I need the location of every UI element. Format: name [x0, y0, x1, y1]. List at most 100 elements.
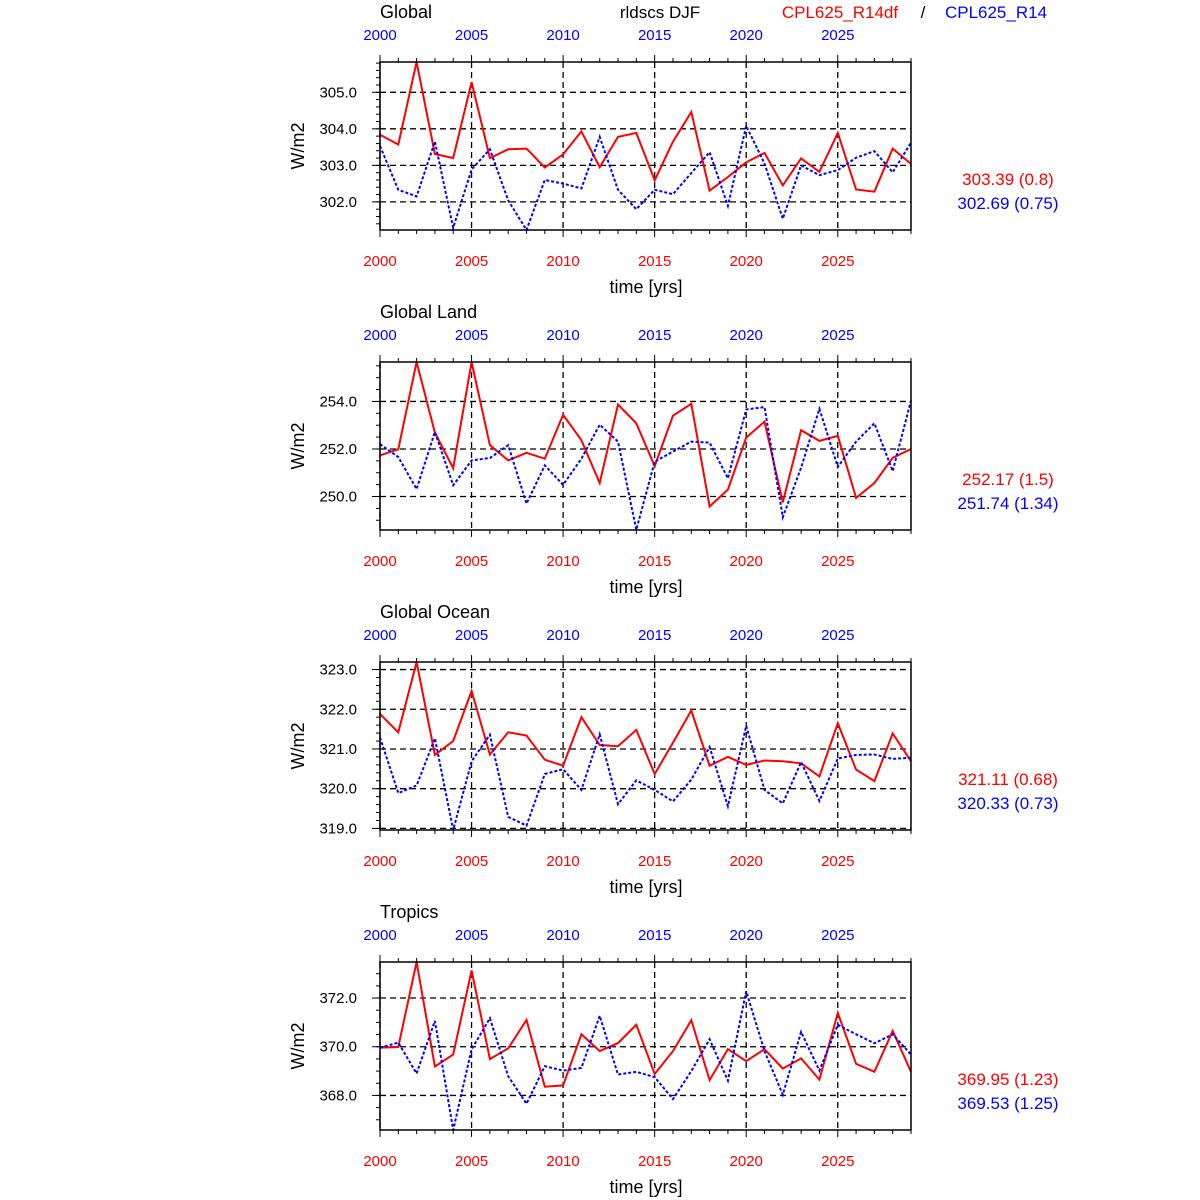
x-tick-label-bottom: 2015: [638, 553, 671, 570]
panel-3: Tropics 368.0 370.0 372.0 2000 2000 2005 2005 20…: [288, 902, 1059, 1197]
x-tick-label-top: 2020: [730, 327, 763, 344]
stat-series-2: 302.69 (0.75): [957, 194, 1058, 213]
x-tick-label-top: 2015: [638, 27, 671, 44]
x-tick-label-bottom: 2015: [638, 1153, 671, 1170]
stat-series-1: 303.39 (0.8): [962, 170, 1054, 189]
x-tick-label-bottom: 2010: [546, 1153, 579, 1170]
y-tick-label: 302.0: [319, 194, 357, 211]
y-tick-label: 370.0: [319, 1039, 357, 1056]
plot-frame: [379, 961, 912, 1131]
y-axis-label: W/m2: [288, 123, 308, 170]
series-line-CPL625_R14: [379, 725, 912, 831]
y-tick-label: 322.0: [319, 701, 357, 718]
panel-1: Global Land 250.0 252.0 254.0 2000 2000 2005 20…: [288, 302, 1059, 597]
panel-2: Global Ocean 319.0 320.0 321.0 322.0 323.0 200…: [288, 602, 1059, 897]
x-axis-label: time [yrs]: [609, 1177, 682, 1197]
x-tick-label-top: 2025: [821, 327, 854, 344]
y-tick-label: 252.0: [319, 441, 357, 458]
x-tick-label-bottom: 2000: [363, 253, 396, 270]
x-tick-label-bottom: 2025: [821, 553, 854, 570]
x-tick-label-bottom: 2025: [821, 1153, 854, 1170]
x-tick-label-bottom: 2020: [730, 253, 763, 270]
stat-series-2: 251.74 (1.34): [957, 494, 1058, 513]
x-tick-label-bottom: 2025: [821, 853, 854, 870]
series-line-CPL625_R14df: [379, 361, 912, 509]
x-tick-label-top: 2025: [821, 27, 854, 44]
stat-series-1: 321.11 (0.68): [958, 770, 1058, 789]
legend-separator: /: [921, 3, 926, 22]
series-line-CPL625_R14df: [379, 961, 912, 1088]
y-tick-label: 320.0: [319, 781, 357, 798]
x-tick-label-bottom: 2005: [455, 853, 488, 870]
x-tick-label-top: 2005: [455, 27, 488, 44]
x-tick-label-bottom: 2020: [730, 1153, 763, 1170]
plot-frame: [379, 661, 912, 831]
y-axis-label: W/m2: [288, 1023, 308, 1070]
x-tick-label-bottom: 2005: [455, 253, 488, 270]
series-line-CPL625_R14df: [379, 61, 912, 193]
plot-frame: [379, 361, 912, 531]
x-tick-label-bottom: 2010: [546, 553, 579, 570]
x-tick-label-bottom: 2020: [730, 853, 763, 870]
legend-series-2: CPL625_R14: [945, 3, 1047, 22]
panel-title: Global Ocean: [380, 602, 490, 622]
panel-title: Global Land: [380, 302, 477, 322]
panel-title: Tropics: [380, 902, 438, 922]
x-tick-label-bottom: 2000: [363, 853, 396, 870]
x-tick-label-top: 2020: [730, 27, 763, 44]
x-tick-label-top: 2000: [363, 627, 396, 644]
x-tick-label-bottom: 2000: [363, 1153, 396, 1170]
y-tick-label: 250.0: [319, 488, 357, 505]
y-tick-label: 304.0: [319, 121, 357, 138]
stat-series-2: 320.33 (0.73): [957, 794, 1058, 813]
stat-series-2: 369.53 (1.25): [957, 1094, 1058, 1113]
x-tick-label-top: 2010: [546, 27, 579, 44]
panel-title: Global: [380, 2, 432, 22]
y-tick-label: 321.0: [319, 741, 357, 758]
x-tick-label-top: 2000: [363, 27, 396, 44]
series-line-CPL625_R14df: [379, 661, 912, 783]
x-tick-label-top: 2025: [821, 927, 854, 944]
y-tick-label: 305.0: [319, 84, 357, 101]
y-tick-label: 323.0: [319, 662, 357, 679]
series-line-CPL625_R14: [379, 122, 912, 233]
stat-series-1: 252.17 (1.5): [962, 470, 1054, 489]
x-tick-label-top: 2020: [730, 927, 763, 944]
stat-series-1: 369.95 (1.23): [957, 1070, 1058, 1089]
y-axis-label: W/m2: [288, 423, 308, 470]
series-line-CPL625_R14: [379, 990, 912, 1131]
x-tick-label-bottom: 2020: [730, 553, 763, 570]
chart-title: rldscs DJF: [620, 3, 700, 22]
plot-frame: [379, 61, 912, 231]
y-tick-label: 368.0: [319, 1087, 357, 1104]
x-tick-label-top: 2015: [638, 327, 671, 344]
x-tick-label-top: 2010: [546, 927, 579, 944]
y-axis-label: W/m2: [288, 723, 308, 770]
x-tick-label-bottom: 2010: [546, 853, 579, 870]
x-tick-label-bottom: 2015: [638, 253, 671, 270]
x-tick-label-bottom: 2000: [363, 553, 396, 570]
x-tick-label-bottom: 2010: [546, 253, 579, 270]
y-tick-label: 254.0: [319, 393, 357, 410]
panel-0: Global 302.0 303.0 304.0 305.0 2000 2000 2005 20…: [288, 2, 1059, 297]
x-tick-label-top: 2020: [730, 627, 763, 644]
x-tick-label-top: 2010: [546, 627, 579, 644]
x-axis-label: time [yrs]: [609, 877, 682, 897]
y-tick-label: 303.0: [319, 157, 357, 174]
x-tick-label-bottom: 2005: [455, 553, 488, 570]
series-line-CPL625_R14: [379, 400, 912, 531]
x-tick-label-top: 2025: [821, 627, 854, 644]
x-tick-label-top: 2005: [455, 927, 488, 944]
x-tick-label-top: 2010: [546, 327, 579, 344]
x-tick-label-top: 2000: [363, 327, 396, 344]
x-axis-label: time [yrs]: [609, 277, 682, 297]
y-tick-label: 372.0: [319, 990, 357, 1007]
y-tick-label: 319.0: [319, 820, 357, 837]
x-tick-label-top: 2005: [455, 627, 488, 644]
x-tick-label-top: 2015: [638, 927, 671, 944]
x-tick-label-top: 2005: [455, 327, 488, 344]
x-tick-label-bottom: 2025: [821, 253, 854, 270]
x-tick-label-top: 2015: [638, 627, 671, 644]
x-tick-label-bottom: 2015: [638, 853, 671, 870]
